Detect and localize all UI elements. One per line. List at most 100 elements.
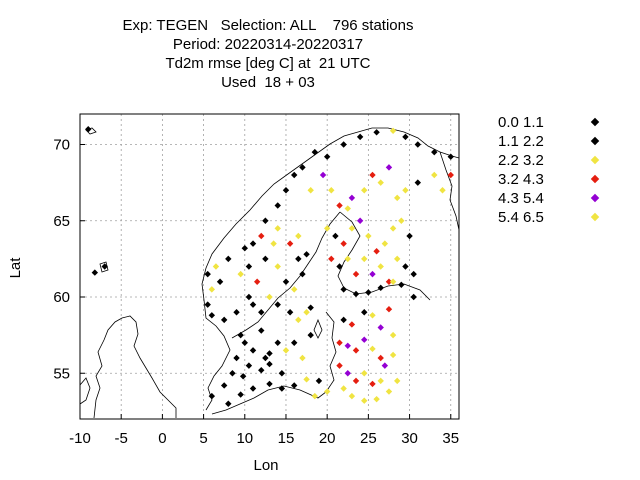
station-marker [225,255,232,263]
station-marker [332,232,339,240]
station-marker [336,202,343,209]
station-marker [336,362,343,369]
station-marker [241,245,248,252]
station-marker [204,270,211,278]
station-marker [282,347,290,354]
station-marker [344,255,351,263]
legend-label: 3.2 4.3 [498,171,544,188]
station-marker [328,255,335,263]
station-marker [389,351,397,359]
station-marker [361,309,368,316]
station-marker [307,331,314,339]
coastline-ireland [79,377,91,405]
legend-marker [590,136,600,146]
x-tick-label: 25 [360,430,377,447]
station-marker [373,395,380,403]
station-marker [389,278,397,285]
station-marker [348,392,356,400]
legend-marker [590,117,600,127]
station-marker [262,354,269,362]
station-marker [319,171,327,179]
station-marker [394,377,401,385]
station-marker [369,345,376,353]
station-marker [220,382,228,389]
station-marker [270,240,277,247]
station-marker [315,377,323,385]
station-marker [266,360,273,368]
legend-label: 2.2 3.2 [498,152,544,169]
station-marker [245,362,253,369]
x-tick-label: -5 [115,430,128,447]
station-marker [361,336,368,343]
station-marker [212,263,220,270]
station-marker [369,171,376,179]
station-marker [291,286,298,293]
station-marker [266,293,273,301]
station-marker [394,194,401,202]
legend-marker [590,155,600,165]
legend-label: 0.0 1.1 [498,114,544,131]
legend-label: 5.4 6.5 [498,209,544,226]
station-marker [377,377,384,385]
station-marker [394,255,401,263]
station-marker [381,240,389,247]
legend-entry: 0.0 1.1 [498,113,618,132]
legend-marker [590,212,600,222]
station-marker [361,370,368,377]
title-line-3: Td2m rmse [deg C] at 21 UTC [165,55,371,72]
station-marker [299,270,306,278]
station-marker [365,232,372,240]
station-marker [286,309,294,316]
coastline-faroe [99,261,109,273]
station-marker [369,312,376,319]
station-marker [262,217,269,224]
station-markers [85,126,454,407]
station-marker [385,306,393,313]
station-marker [323,225,331,232]
legend-entry: 4.3 5.4 [498,189,618,208]
station-marker [385,164,393,171]
station-marker [373,248,380,255]
station-marker [328,187,335,194]
station-marker [414,179,422,186]
station-marker [278,385,286,392]
station-marker [208,286,216,293]
station-marker [295,255,302,263]
station-marker [311,392,319,400]
title-line-2: Period: 20220314-20220317 [172,36,364,53]
station-marker [398,281,405,288]
coastline-uk [93,315,177,419]
station-marker [295,232,302,240]
station-marker [208,312,216,319]
station-marker [323,388,331,395]
station-marker [340,240,347,247]
station-marker [389,331,397,339]
station-marker [431,148,438,156]
station-marker [385,278,393,285]
x-axis-label: Lon [253,457,278,474]
station-marker [373,129,380,136]
station-marker [340,286,347,293]
station-marker [249,385,257,392]
y-axis-label: Lat [7,257,24,279]
station-marker [398,217,405,224]
station-marker [249,301,257,308]
station-marker [258,309,265,316]
coastline-kola [439,151,460,231]
station-marker [101,263,108,270]
x-tick-label: 15 [278,430,295,447]
station-marker [204,301,211,308]
station-marker [352,347,360,354]
legend-label: 1.1 2.2 [498,133,544,150]
station-marker [361,187,368,194]
station-marker [237,270,244,278]
station-marker [348,194,356,202]
station-marker [233,309,240,316]
station-marker [377,354,384,362]
station-marker [352,290,360,298]
coastline-norway-sweden [201,127,460,411]
station-marker [311,148,319,156]
title-line-4: Used 18 + 03 [221,74,315,91]
station-marker [381,362,389,369]
